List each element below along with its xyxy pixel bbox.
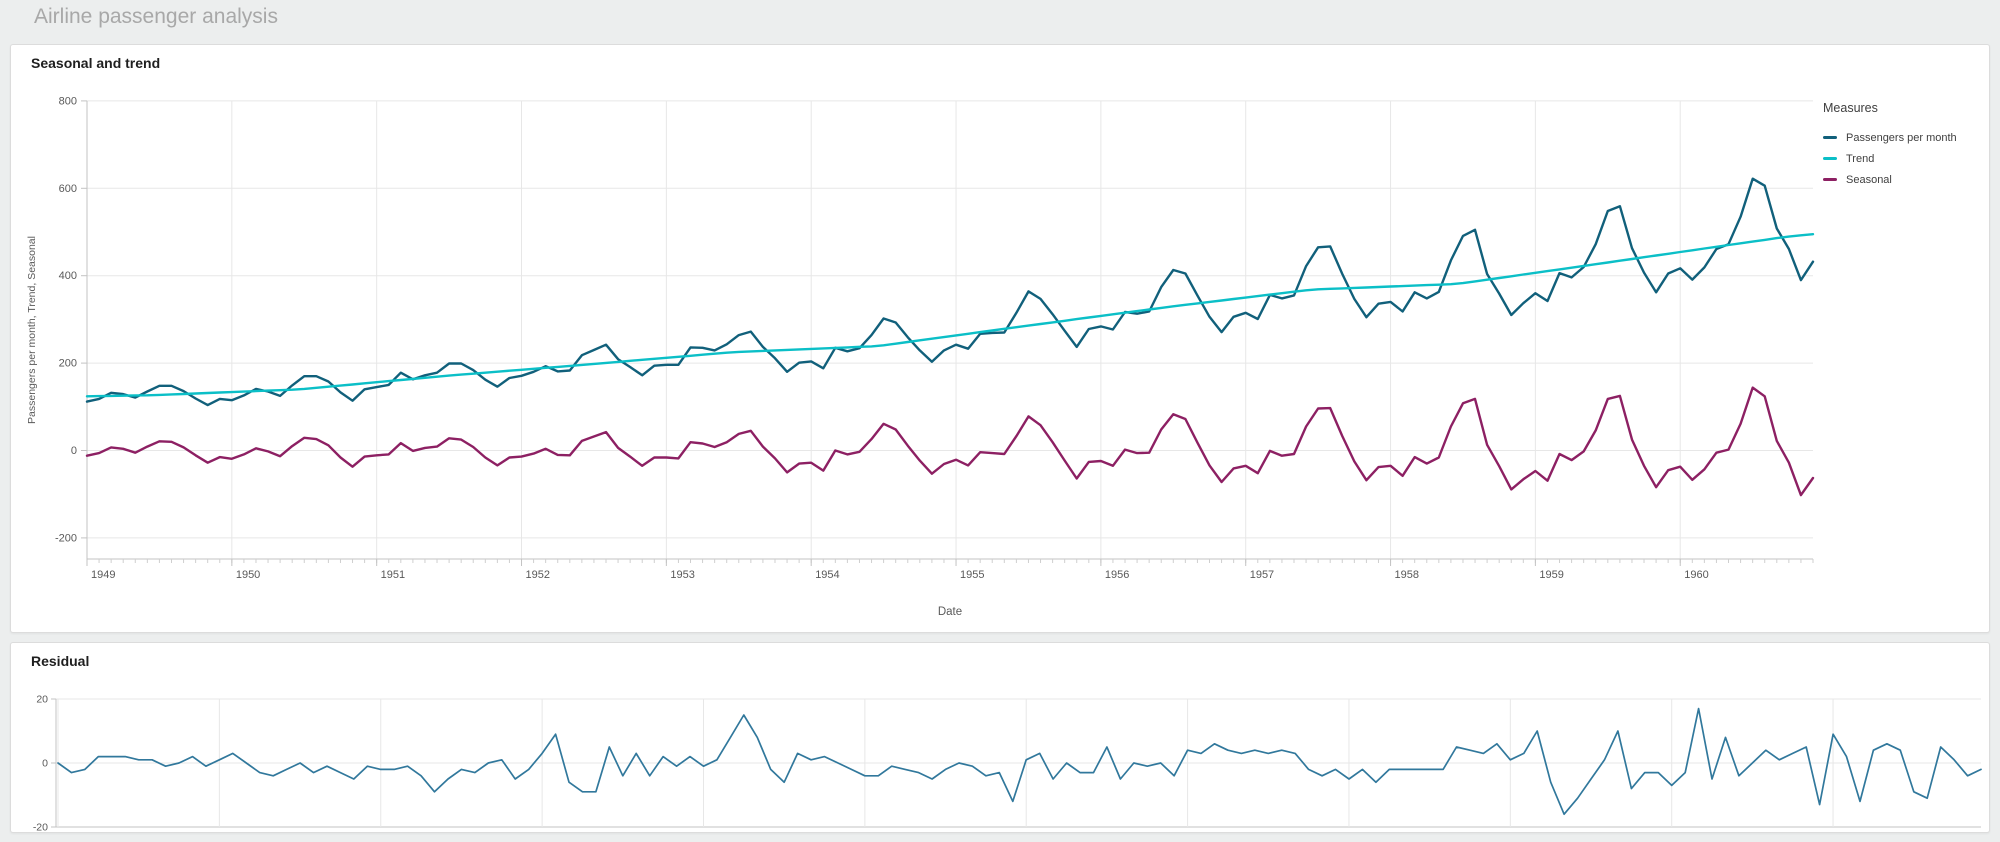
x-tick-label: 1955 <box>960 569 984 581</box>
legend-swatch-trend <box>1823 157 1837 160</box>
x-tick-label: 1952 <box>526 569 550 581</box>
legend-label-trend: Trend <box>1846 152 1875 165</box>
x-tick-label: 1953 <box>670 569 694 581</box>
legend-swatch-passengers-per-month <box>1823 136 1837 139</box>
x-tick-label: 1957 <box>1250 569 1274 581</box>
residual-chart-canvas[interactable]: 20 0 -20 <box>11 643 1989 832</box>
y-tick-label: 400 <box>59 270 77 282</box>
y-tick-label: 0 <box>42 758 48 770</box>
x-tick-label: 1951 <box>381 569 405 581</box>
seasonal-trend-chart-canvas[interactable]: 800 600 400 200 0 -200 1949 1950 1951 1952 1953 195… <box>11 45 1989 632</box>
y-tick-label: 200 <box>59 358 77 370</box>
chart-panel-seasonal-trend: Seasonal and trend 800 600 400 200 0 -200 1949… <box>10 44 1990 633</box>
x-tick-label: 1960 <box>1684 569 1708 581</box>
y-tick-label: 0 <box>71 445 77 457</box>
x-tick-label: 1956 <box>1105 569 1129 581</box>
series-line-seasonal[interactable] <box>85 386 1815 497</box>
series-line-residual[interactable] <box>57 707 1982 816</box>
series-line-trend[interactable] <box>85 232 1815 398</box>
x-tick-label: 1949 <box>91 569 115 581</box>
chart-title-seasonal-trend: Seasonal and trend <box>31 55 161 71</box>
y-tick-label: -200 <box>55 532 77 544</box>
sheet-title: Airline passenger analysis <box>34 5 278 28</box>
x-tick-label: 1958 <box>1395 569 1419 581</box>
y-tick-label: -20 <box>33 822 48 833</box>
legend: Measures Passengers per month Trend Seas… <box>1823 101 1983 190</box>
legend-item-passengers-per-month[interactable]: Passengers per month <box>1823 127 1983 148</box>
y-tick-label: 800 <box>59 95 77 107</box>
legend-label-passengers-per-month: Passengers per month <box>1846 131 1957 144</box>
chart-panel-residual: Residual 20 0 -20 <box>10 642 1990 833</box>
y-axis-title: Passengers per month, Trend, Seasonal <box>26 236 38 424</box>
x-tick-label: 1954 <box>815 569 839 581</box>
legend-label-seasonal: Seasonal <box>1846 173 1892 186</box>
legend-item-trend[interactable]: Trend <box>1823 148 1983 169</box>
legend-swatch-seasonal <box>1823 178 1837 181</box>
chart-title-residual: Residual <box>31 653 90 669</box>
series-line-passengers-per-month[interactable] <box>85 177 1815 407</box>
y-tick-label: 600 <box>59 183 77 195</box>
legend-item-seasonal[interactable]: Seasonal <box>1823 169 1983 190</box>
x-tick-label: 1950 <box>236 569 260 581</box>
y-tick-label: 20 <box>36 694 48 706</box>
x-tick-label: 1959 <box>1539 569 1563 581</box>
x-axis-title: Date <box>938 606 962 618</box>
legend-title: Measures <box>1823 101 1878 115</box>
